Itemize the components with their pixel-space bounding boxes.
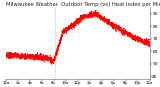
Text: Milwaukee Weather  Outdoor Temp (vs) Heat Index per Minute (Last 24 Hours): Milwaukee Weather Outdoor Temp (vs) Heat… bbox=[6, 2, 160, 7]
